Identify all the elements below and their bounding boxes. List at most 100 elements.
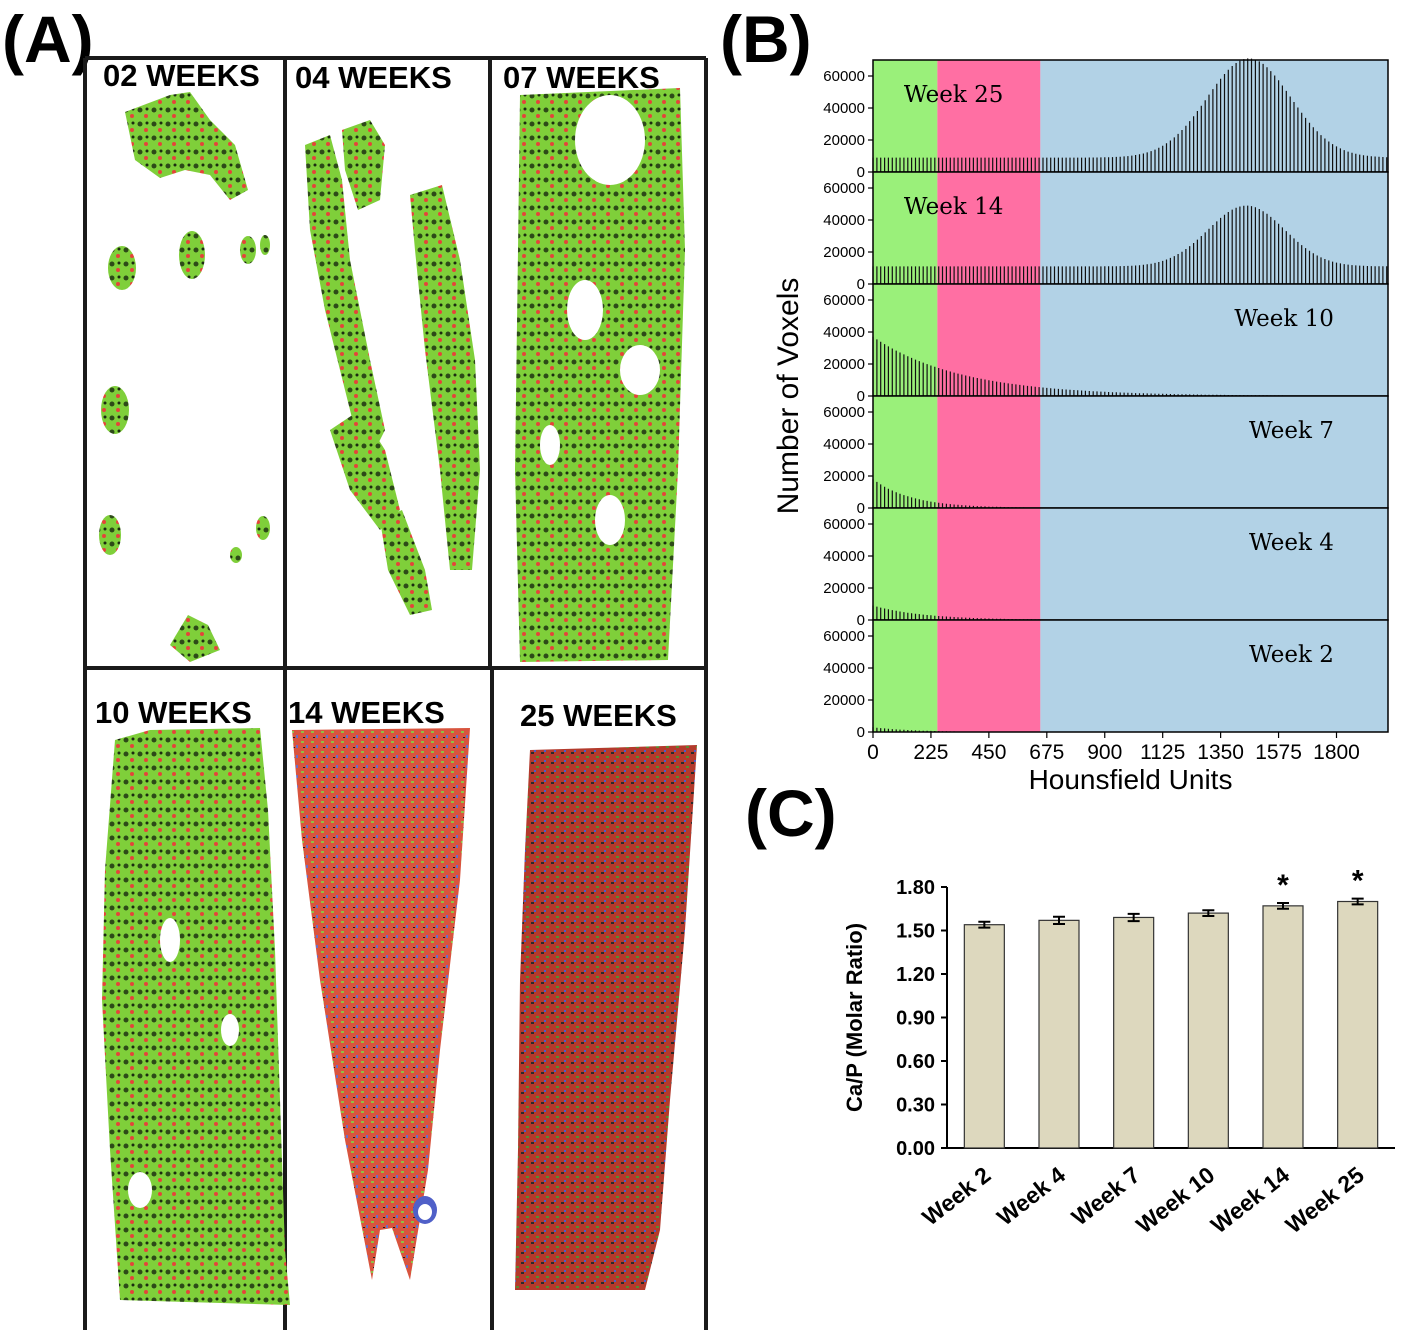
bar-week-14 [1262, 905, 1304, 1149]
y-tick-label: 0 [857, 276, 865, 293]
band-2-row-0 [1040, 60, 1388, 172]
panel-label-a: (A) [2, 2, 94, 76]
y-tick-label: 20000 [823, 244, 865, 261]
series-label-week-2: Week 2 [1249, 642, 1334, 668]
histogram-frame-5 [872, 619, 1389, 733]
x-tick-label: 900 [1087, 741, 1122, 764]
panel-label-b: (B) [720, 2, 812, 76]
y-axis-label: Number of Voxels [772, 278, 805, 515]
x-tick-label: 1350 [1197, 741, 1244, 764]
category-label: Week 10 [1131, 1161, 1219, 1238]
band-0-row-4 [873, 508, 938, 620]
significance-annotation: * [1352, 865, 1364, 898]
error-bar [1053, 915, 1065, 925]
bar-week-2 [963, 924, 1005, 1149]
band-2-row-5 [1040, 620, 1388, 732]
y-tick-label: 60000 [823, 180, 865, 197]
band-0-row-0 [873, 60, 938, 172]
significance-annotation: * [1352, 860, 1364, 876]
bar-week-7 [1113, 916, 1155, 1149]
x-tick-label: 1575 [1255, 741, 1302, 764]
tile-title-02-weeks: 02 WEEKS [103, 58, 260, 93]
y-tick-label: 0 [857, 724, 865, 741]
panel-a-image-grid [83, 56, 708, 1330]
band-1-row-1 [937, 172, 1041, 284]
series-label-week-25: Week 25 [904, 82, 1004, 108]
x-tick-label: 450 [971, 741, 1006, 764]
tile-title-04-weeks: 04 WEEKS [295, 60, 452, 95]
band-1-row-5 [937, 620, 1041, 732]
scan-25-weeks [515, 745, 697, 1290]
series-label-week-14: Week 14 [904, 194, 1004, 220]
tile-title-07-weeks: 07 WEEKS [503, 60, 660, 95]
y-tick-label: 1.80 [896, 877, 935, 899]
x-tick-label: 675 [1029, 741, 1064, 764]
y-tick-label: 0.60 [896, 1051, 935, 1073]
scan-02-weeks [99, 92, 270, 662]
band-0-row-2 [873, 284, 938, 396]
x-tick-label: 1800 [1313, 741, 1360, 764]
bar-week-4 [1038, 919, 1080, 1149]
panel-label-c: (C) [745, 776, 837, 850]
error-bar [1202, 909, 1215, 917]
band-2-row-2 [1040, 284, 1388, 396]
y-tick-label: 0 [857, 388, 865, 405]
band-0-row-3 [873, 396, 938, 508]
y-tick-label: 60000 [823, 68, 865, 85]
tile-title-25-weeks: 25 WEEKS [520, 698, 677, 733]
panel-b-histogram-chart: 0 20000 40000 60000 Week 25 0 20000 40000 60000 W… [772, 58, 1389, 795]
y-tick-label: 40000 [823, 100, 865, 117]
category-label: Week 2 [917, 1161, 995, 1230]
bar-week-25 [1337, 900, 1379, 1149]
y-tick-label: 1.20 [896, 964, 935, 986]
band-2-row-4 [1040, 508, 1388, 620]
scan-10-weeks [102, 728, 290, 1305]
y-tick-label: 40000 [823, 324, 865, 341]
band-1-row-0 [937, 60, 1041, 172]
y-tick-label: 0.30 [896, 1095, 935, 1117]
y-tick-label: 0.90 [896, 1008, 935, 1030]
x-tick-label: 0 [867, 741, 879, 764]
significance-annotation: * [1277, 869, 1289, 902]
band-1-row-2 [937, 284, 1041, 396]
error-bar [1277, 901, 1289, 910]
scan-14-weeks [292, 728, 470, 1280]
band-1-row-3 [937, 396, 1041, 508]
category-label: Week 14 [1206, 1161, 1294, 1238]
y-axis-label: Ca/P (Molar Ratio) [842, 923, 867, 1112]
y-tick-label: 60000 [823, 516, 865, 533]
series-label-week-4: Week 4 [1249, 530, 1334, 556]
y-tick-label: 0 [857, 164, 865, 181]
x-axis-label: Hounsfield Units [1029, 764, 1233, 795]
y-tick-label: 20000 [823, 692, 865, 709]
y-tick-label: 40000 [823, 436, 865, 453]
error-bar [978, 920, 991, 929]
series-label-week-10: Week 10 [1234, 306, 1334, 332]
bar-week-10 [1187, 912, 1229, 1149]
y-tick-label: 40000 [823, 660, 865, 677]
y-tick-label: 40000 [823, 212, 865, 229]
y-tick-label: 60000 [823, 404, 865, 421]
band-0-row-5 [873, 620, 938, 732]
scan-07-weeks [515, 88, 685, 662]
x-tick-label: 225 [913, 741, 948, 764]
category-label: Week 25 [1281, 1161, 1369, 1238]
band-2-row-3 [1040, 396, 1388, 508]
y-tick-label: 60000 [823, 292, 865, 309]
y-tick-label: 0.00 [896, 1138, 935, 1160]
y-tick-label: 0 [857, 500, 865, 517]
band-1-row-4 [937, 508, 1041, 620]
y-tick-label: 20000 [823, 468, 865, 485]
y-tick-label: 20000 [823, 580, 865, 597]
band-2-row-1 [1040, 172, 1388, 284]
y-tick-label: 40000 [823, 548, 865, 565]
y-tick-label: 20000 [823, 356, 865, 373]
scan-04-weeks [305, 120, 480, 615]
y-tick-label: 0 [857, 612, 865, 629]
x-tick-label: 1125 [1140, 741, 1185, 764]
y-tick-label: 20000 [823, 132, 865, 149]
error-bar [1127, 912, 1140, 923]
category-label: Week 4 [992, 1161, 1070, 1230]
y-tick-label: 60000 [823, 628, 865, 645]
